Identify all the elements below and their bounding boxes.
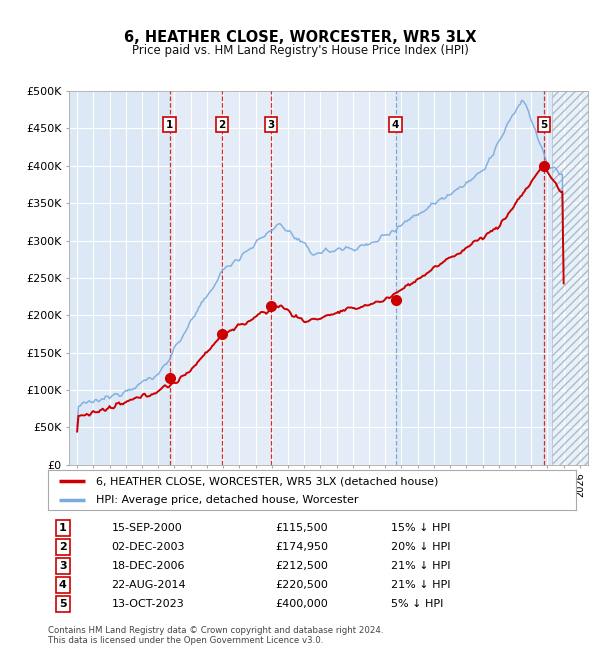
Text: 3: 3 <box>268 120 275 129</box>
Text: HPI: Average price, detached house, Worcester: HPI: Average price, detached house, Worc… <box>95 495 358 505</box>
Text: 6, HEATHER CLOSE, WORCESTER, WR5 3LX (detached house): 6, HEATHER CLOSE, WORCESTER, WR5 3LX (de… <box>95 476 438 486</box>
Text: 6, HEATHER CLOSE, WORCESTER, WR5 3LX: 6, HEATHER CLOSE, WORCESTER, WR5 3LX <box>124 30 476 46</box>
Text: Price paid vs. HM Land Registry's House Price Index (HPI): Price paid vs. HM Land Registry's House … <box>131 44 469 57</box>
Text: 1: 1 <box>59 523 67 533</box>
Text: 15% ↓ HPI: 15% ↓ HPI <box>391 523 451 533</box>
Bar <box>170 91 395 465</box>
Text: Contains HM Land Registry data © Crown copyright and database right 2024.
This d: Contains HM Land Registry data © Crown c… <box>48 626 383 645</box>
Bar <box>551 91 588 465</box>
Text: 21% ↓ HPI: 21% ↓ HPI <box>391 561 451 571</box>
Text: 2: 2 <box>59 542 67 552</box>
Text: 4: 4 <box>59 580 67 590</box>
Text: £212,500: £212,500 <box>275 561 328 571</box>
Text: £115,500: £115,500 <box>275 523 328 533</box>
Text: 1: 1 <box>166 120 173 129</box>
Text: 13-OCT-2023: 13-OCT-2023 <box>112 599 184 609</box>
Bar <box>551 91 588 465</box>
Text: 4: 4 <box>392 120 400 129</box>
Text: £174,950: £174,950 <box>275 542 328 552</box>
Text: 5% ↓ HPI: 5% ↓ HPI <box>391 599 443 609</box>
Text: 5: 5 <box>541 120 548 129</box>
Text: 22-AUG-2014: 22-AUG-2014 <box>112 580 186 590</box>
Text: 5: 5 <box>59 599 67 609</box>
Text: 21% ↓ HPI: 21% ↓ HPI <box>391 580 451 590</box>
Text: £400,000: £400,000 <box>275 599 328 609</box>
Text: 2: 2 <box>218 120 226 129</box>
Text: 3: 3 <box>59 561 67 571</box>
Text: 15-SEP-2000: 15-SEP-2000 <box>112 523 182 533</box>
Text: 20% ↓ HPI: 20% ↓ HPI <box>391 542 451 552</box>
Text: £220,500: £220,500 <box>275 580 328 590</box>
Text: 02-DEC-2003: 02-DEC-2003 <box>112 542 185 552</box>
Text: 18-DEC-2006: 18-DEC-2006 <box>112 561 185 571</box>
